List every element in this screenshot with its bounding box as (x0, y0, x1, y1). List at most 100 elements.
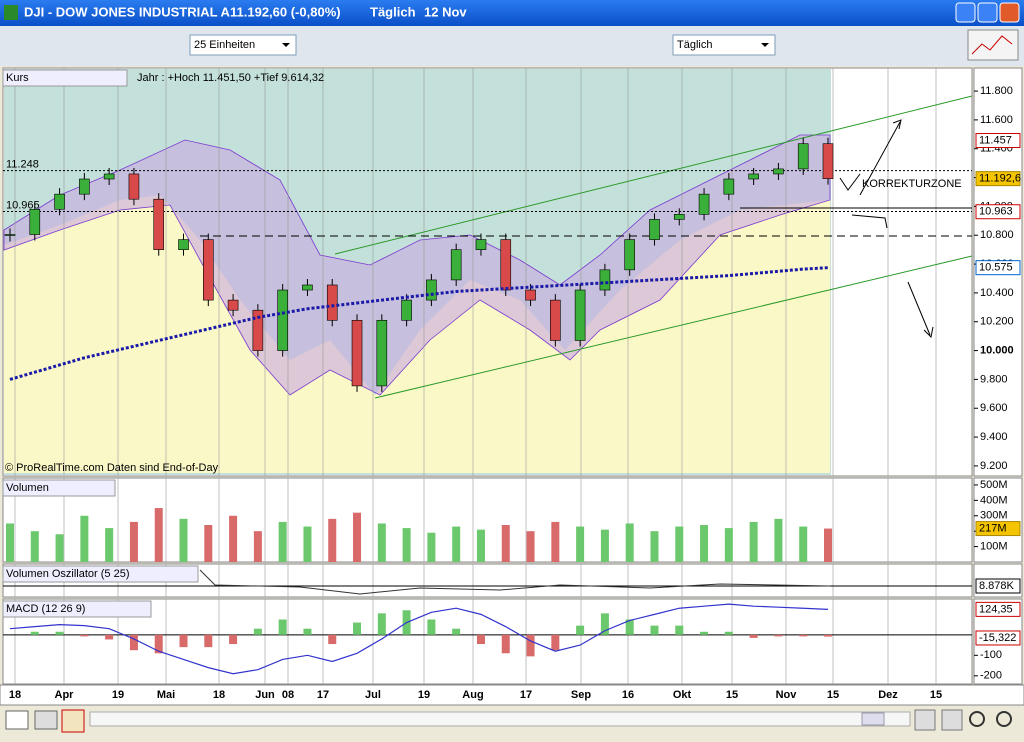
y-tick-label: 10.200 (980, 316, 1014, 328)
candle (326, 284, 338, 321)
y-tick-label: 11.600 (980, 114, 1013, 126)
volume-bar (774, 518, 783, 562)
volume-bar (303, 526, 312, 562)
macd-histogram (253, 628, 262, 635)
candle (500, 239, 512, 291)
y-tick-label: 9.800 (980, 373, 1008, 385)
macd-histogram (353, 622, 362, 635)
y-tick-label: 10.000 (980, 344, 1014, 356)
price-tag (975, 521, 1021, 537)
volume-bar (105, 528, 114, 562)
scroll-thumb[interactable] (861, 712, 885, 726)
x-tick-label: Okt (673, 689, 692, 701)
title-bar (0, 0, 1024, 26)
date: 12 Nov (424, 4, 467, 19)
candle (698, 193, 710, 215)
dropdown-arrow (282, 43, 290, 47)
candle (4, 234, 16, 236)
oscillator-line (199, 569, 831, 595)
minimize-button[interactable] (955, 2, 976, 23)
x-tick-label: 17 (520, 689, 532, 701)
x-tick-label: 18 (213, 689, 225, 701)
candle (599, 269, 611, 291)
price-tag-label: 10.575 (979, 262, 1013, 274)
candle (401, 299, 412, 321)
tool-button[interactable] (914, 709, 936, 731)
x-tick-label: Dez (878, 689, 898, 701)
volume-bar (402, 528, 411, 562)
macd-line (9, 603, 829, 675)
x-axis-bg (0, 684, 1024, 706)
candle (574, 289, 586, 341)
candle (203, 239, 214, 301)
candle (797, 143, 809, 170)
macd-histogram (328, 634, 337, 645)
volume-bar (551, 521, 560, 562)
candle (277, 289, 288, 351)
x-tick-label: Nov (776, 689, 798, 701)
panel-bg (2, 598, 973, 685)
mail-button[interactable] (5, 710, 29, 730)
candle (649, 219, 660, 240)
volume-bar (452, 526, 461, 562)
panel-header (2, 600, 152, 618)
trend-channel (334, 95, 973, 399)
volume-bar (427, 532, 436, 562)
candle (178, 239, 189, 250)
value-tag-label: 8.878K (979, 580, 1015, 592)
zoom-out-button[interactable] (969, 711, 985, 727)
y-tick-label: 10.400 (980, 287, 1014, 299)
maximize-button[interactable] (977, 2, 998, 23)
macd-histogram (105, 634, 114, 640)
panel-header (2, 479, 116, 497)
x-tick-label: Aug (462, 689, 483, 701)
x-tick-label: 17 (317, 689, 329, 701)
volume-bar (377, 523, 386, 562)
x-tick-label: Jun (255, 689, 275, 701)
x-tick-label: Apr (55, 689, 75, 701)
volume-bar (824, 528, 832, 562)
close-button[interactable] (999, 2, 1020, 23)
print-button[interactable] (34, 710, 58, 730)
macd-histogram (278, 619, 287, 635)
x-tick-label: Sep (571, 689, 591, 701)
tool-button[interactable] (941, 709, 963, 731)
macd-histogram (303, 628, 312, 635)
y-tick-label: 11.800 (980, 85, 1013, 97)
candle (773, 168, 784, 175)
arrows (740, 119, 972, 339)
volume-bar (749, 521, 758, 562)
quote: 11.192,60 (-0,80%) (230, 4, 341, 19)
delete-button[interactable] (61, 709, 85, 733)
x-tick-label: Mai (157, 689, 175, 701)
macd-histogram (476, 634, 485, 645)
interval-value: Täglich (677, 39, 712, 51)
volume-bar (650, 531, 659, 562)
candle (426, 279, 437, 301)
price-tag-label: 11.457 (979, 134, 1012, 146)
chart-tool-button[interactable] (967, 29, 1019, 61)
macd-histogram (551, 634, 560, 651)
volume-bar (6, 523, 14, 562)
volume-bar (129, 521, 138, 562)
y-tick-label: 500M (980, 479, 1008, 491)
y-tick-label: 9.400 (980, 431, 1008, 443)
macd-histogram (377, 613, 386, 635)
y-tick-label: 400M (980, 494, 1008, 506)
macd-histogram (80, 634, 89, 637)
macd-histogram (799, 634, 808, 637)
y-tick-label: -100 (980, 649, 1002, 661)
panel-title: MACD (12 26 9) (6, 603, 85, 615)
candle (550, 299, 561, 341)
price-tag (975, 133, 1021, 149)
zoom-in-button[interactable] (996, 711, 1012, 727)
macd-histogram (774, 634, 783, 637)
scrollbar[interactable] (89, 711, 911, 727)
interval-dropdown[interactable] (672, 34, 776, 56)
candle (723, 178, 735, 195)
units-dropdown[interactable] (189, 34, 297, 56)
price-tag (975, 601, 1021, 617)
price-tag-label: 11.192,6 (979, 173, 1021, 185)
macd-histogram (576, 625, 585, 635)
window-title: DJI - DOW JONES INDUSTRIAL A (24, 4, 230, 19)
